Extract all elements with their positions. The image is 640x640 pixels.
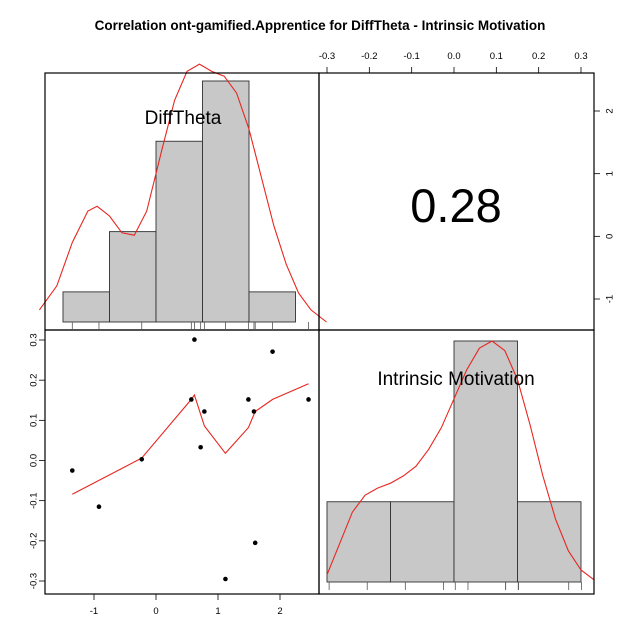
hist-bar <box>202 80 250 323</box>
scatter-point <box>306 397 311 402</box>
scatter-point <box>251 409 257 414</box>
y-tick-label: -0.2 <box>28 533 39 549</box>
density-curve <box>326 340 595 581</box>
correlation-panel: 0.28 <box>410 179 501 232</box>
hist-bar <box>109 231 157 323</box>
correlation-value: 0.28 <box>410 179 501 232</box>
top-x-tick-label: -0.1 <box>403 51 419 62</box>
scatter-point <box>246 397 251 402</box>
top-x-tick-label: 0.1 <box>490 51 503 62</box>
hist-bar <box>248 291 296 323</box>
hist-bar <box>453 340 518 583</box>
y-tick-label: 0.0 <box>28 454 39 467</box>
scatter-point <box>252 540 258 546</box>
hist-bar <box>62 291 110 323</box>
x-tick-label: 0 <box>153 606 158 617</box>
y-tick-label: 0.3 <box>28 333 39 346</box>
scatter-point <box>202 409 207 414</box>
right-y-tick-label: 1 <box>604 171 615 176</box>
scatter-point <box>192 337 197 342</box>
hist-bar <box>517 501 582 583</box>
scatter-point <box>70 468 75 473</box>
scatter-point <box>198 444 203 450</box>
y-tick-label: 0.1 <box>28 414 39 427</box>
density-curve <box>38 63 327 323</box>
x-tick-label: -1 <box>90 606 98 617</box>
hist-bar <box>155 140 203 323</box>
smooth-line <box>72 383 309 495</box>
y-tick-label: 0.2 <box>28 374 39 387</box>
scatter-point <box>189 397 194 402</box>
top-x-tick-label: -0.3 <box>319 51 335 62</box>
variable-label-intrinsic: Intrinsic Motivation <box>377 369 534 390</box>
x-tick-label: 1 <box>215 606 220 617</box>
histogram-panel-intrinsic: Intrinsic Motivation <box>326 340 595 590</box>
scatter-panel <box>70 337 311 582</box>
top-x-tick-label: 0.0 <box>447 51 460 62</box>
hist-bar <box>390 501 455 583</box>
scatter-point <box>270 349 275 354</box>
right-y-tick-label: 2 <box>604 108 615 113</box>
top-x-tick-label: -0.2 <box>361 51 377 62</box>
y-tick-label: -0.3 <box>28 573 39 589</box>
y-tick-label: -0.1 <box>28 492 39 508</box>
top-x-tick-label: 0.3 <box>574 51 587 62</box>
right-y-tick-label: -1 <box>604 295 615 303</box>
histogram-panel-difftheta: DiffTheta <box>38 63 327 329</box>
scatter-point <box>223 576 228 582</box>
scatter-point <box>139 456 145 462</box>
variable-label-difftheta: DiffTheta <box>145 108 222 129</box>
top-x-tick-label: 0.2 <box>532 51 545 62</box>
hist-bar <box>326 501 391 583</box>
x-tick-label: 2 <box>277 606 282 617</box>
axes: -1 0 1 2 -0.3 -0.2 -0.1 0.0 0.1 0.2 0.3 -0.3 -0.2 -0.… <box>28 51 615 617</box>
scatter-point <box>96 504 102 509</box>
right-y-tick-label: 0 <box>604 234 615 239</box>
panel-frame <box>318 329 595 595</box>
chart-title: Correlation ont-gamified.Apprentice for … <box>94 18 546 33</box>
panel-frame <box>44 329 320 595</box>
